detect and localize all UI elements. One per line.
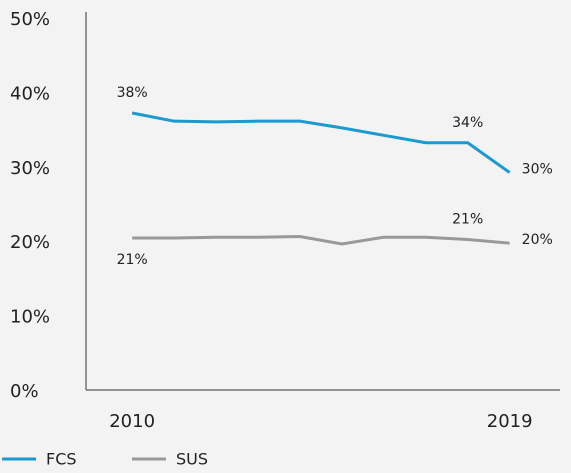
y-tick-label: 20%	[10, 232, 50, 253]
y-tick-label: 0%	[10, 381, 39, 402]
line-series	[131, 111, 511, 174]
x-tick-label: 2010	[109, 411, 155, 432]
y-tick-label: 10%	[10, 307, 50, 328]
x-tick-label: 2019	[487, 411, 533, 432]
line-series	[132, 235, 510, 246]
data-label: 21%	[117, 252, 148, 268]
data-label: 38%	[117, 85, 148, 101]
data-label: 21%	[452, 211, 483, 227]
data-label: 20%	[522, 232, 553, 248]
y-tick-label: 50%	[10, 9, 50, 30]
y-tick-label: 30%	[10, 158, 50, 179]
data-label: 30%	[522, 162, 553, 178]
data-label: 34%	[452, 115, 483, 131]
y-tick-label: 40%	[10, 83, 50, 104]
legend-label: SUS	[176, 450, 208, 469]
legend-label: FCS	[46, 450, 77, 469]
